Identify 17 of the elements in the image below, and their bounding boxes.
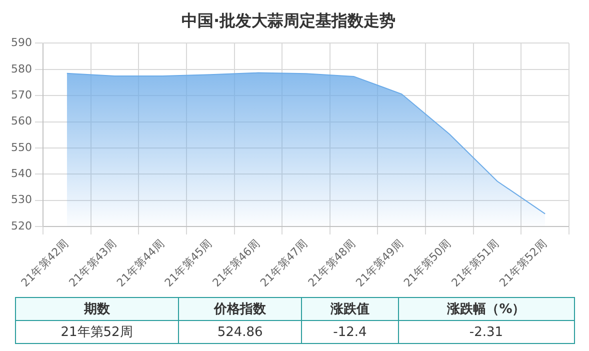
y-tick-label: 530 xyxy=(10,193,32,206)
y-tick-label: 590 xyxy=(10,36,32,50)
y-tick-label: 550 xyxy=(10,140,32,154)
text: -12.4 xyxy=(302,320,398,344)
text: 涨跌幅（%） xyxy=(398,298,574,320)
y-tick-label: 570 xyxy=(10,88,32,102)
text: 21年第52周 xyxy=(15,320,179,344)
text: -2.31 xyxy=(398,320,574,344)
y-tick-label: 560 xyxy=(10,114,32,128)
text: 期数 xyxy=(15,298,179,320)
chart-title: 中国·批发大蒜周定基指数走势 xyxy=(181,10,396,30)
y-tick-label: 540 xyxy=(10,167,32,180)
y-tick-label: 580 xyxy=(10,62,32,76)
text: 涨跌值 xyxy=(302,298,398,320)
y-tick-label: 520 xyxy=(10,219,32,232)
text: 524.86 xyxy=(178,320,302,344)
text: 价格指数 xyxy=(178,298,302,320)
